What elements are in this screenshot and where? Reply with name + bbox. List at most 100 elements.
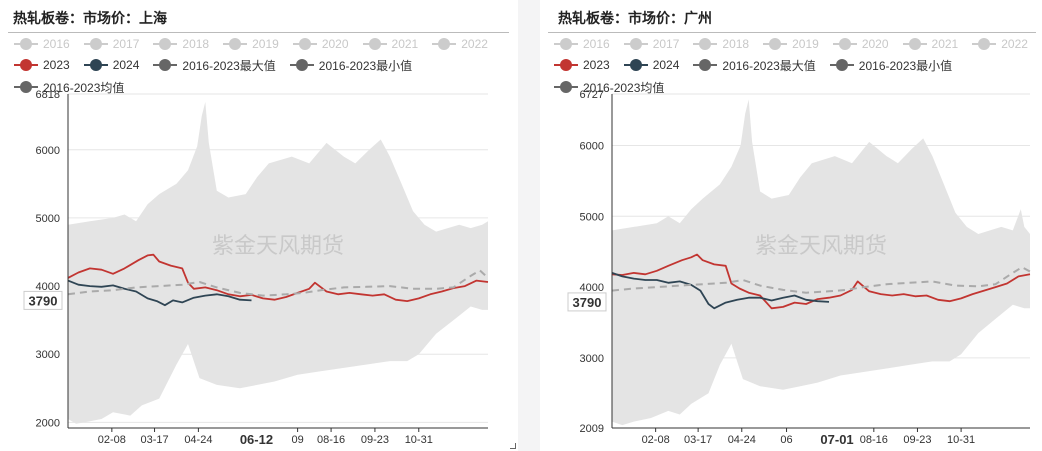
legend-marker-icon — [83, 38, 108, 50]
legend-label: 2017 — [652, 37, 680, 51]
series-line-2023[interactable] — [611, 253, 1031, 310]
chart-panel-shanghai: 热轧板卷：市场价：上海 2016 2017 2018 2019 2020 2021 2022… — [0, 0, 516, 451]
legend-label: 2018 — [722, 37, 750, 51]
legend-label: 2024 — [112, 58, 140, 72]
legend-marker-icon — [693, 59, 718, 71]
legend-item[interactable]: 2020 — [832, 37, 889, 51]
legend-row-years: 2016 2017 2018 2019 2020 2021 2022 — [14, 35, 502, 53]
legend-marker-icon — [902, 38, 927, 50]
legend-item[interactable]: 2016 — [14, 37, 70, 51]
legend-marker-icon — [153, 38, 178, 50]
legend-item[interactable]: 2016-2023最大值 — [153, 57, 276, 74]
legend-row-average: 2016-2023均值 — [554, 78, 678, 96]
legend-item[interactable]: 2016-2023最小值 — [289, 57, 413, 74]
legend-item[interactable]: 2016-2023最大值 — [693, 57, 816, 74]
x-tick-label: 03-17 — [140, 434, 168, 446]
legend-item[interactable]: 2024 — [623, 58, 680, 72]
legend-item[interactable]: 2021 — [362, 37, 418, 51]
legend-marker-icon — [362, 38, 387, 50]
x-tick-label: 04-24 — [184, 434, 212, 446]
x-tick-label: 09-23 — [903, 434, 931, 446]
legend-item[interactable]: 2016-2023均值 — [554, 79, 664, 96]
legend-label: 2023 — [43, 58, 70, 72]
panel-gap — [518, 0, 540, 451]
legend-label: 2022 — [1001, 37, 1028, 51]
legend-row-average: 2016-2023均值 — [14, 78, 138, 96]
legend-label: 2016 — [43, 37, 70, 51]
legend-item[interactable]: 2018 — [693, 37, 749, 51]
series-line-2024[interactable] — [67, 279, 252, 307]
legend-item[interactable]: 2021 — [902, 37, 958, 51]
legend-marker-icon — [623, 38, 648, 50]
legend-item[interactable]: 2017 — [623, 37, 680, 51]
series-line-2023[interactable] — [67, 253, 489, 303]
legend-label: 2020 — [321, 37, 349, 51]
legend-item[interactable]: 2024 — [83, 58, 140, 72]
x-tick-label: 06 — [780, 434, 792, 446]
legend-marker-icon — [289, 59, 314, 71]
legend-marker-icon — [153, 59, 178, 71]
legend-row-series: 2023 2024 2016-2023最大值 2016-2023最小值 — [554, 56, 966, 74]
y-tick-label: 5000 — [36, 213, 60, 225]
legend-label: 2024 — [652, 58, 680, 72]
y-tick-label: 4000 — [580, 282, 604, 294]
legend-label: 2016 — [583, 37, 610, 51]
legend-item[interactable]: 2016-2023均值 — [14, 79, 124, 96]
x-tick-label: 08-16 — [860, 434, 888, 446]
legend-row-series: 2023 2024 2016-2023最大值 2016-2023最小值 — [14, 56, 426, 74]
cursor-date-label: 06-12 — [240, 432, 273, 447]
legend-item[interactable]: 2018 — [153, 37, 209, 51]
line-chart-guangzhou: 紫金天风期货 6727 6000 5000 4000 3000 2009 02-08 03-17… — [567, 89, 1031, 447]
legend-marker-icon — [432, 38, 457, 50]
resize-handle-icon[interactable] — [510, 443, 516, 449]
legend-label: 2019 — [252, 37, 279, 51]
legend-label: 2017 — [112, 37, 140, 51]
legend-marker-icon — [554, 81, 578, 93]
legend-marker-icon — [14, 38, 38, 50]
x-tick-label: 03-17 — [684, 434, 712, 446]
legend-label: 2016-2023均值 — [43, 80, 125, 95]
chart-title: 热轧板卷：市场价：上海 — [13, 11, 167, 27]
legend-row-years: 2016 2017 2018 2019 2020 2021 2022 — [554, 35, 1042, 53]
legend-marker-icon — [763, 38, 788, 50]
range-band — [612, 99, 1030, 426]
series-line-2016-2023均值[interactable] — [611, 266, 1031, 294]
y-tick-label: 5000 — [580, 211, 604, 223]
legend-item[interactable]: 2020 — [292, 37, 349, 51]
legend-label: 2023 — [583, 58, 610, 72]
title-divider — [548, 32, 1036, 33]
legend-marker-icon — [554, 59, 578, 71]
legend-label: 2016-2023最小值 — [318, 58, 413, 73]
legend-marker-icon — [554, 38, 578, 50]
y-tick-label: 2000 — [36, 417, 60, 429]
legend-label: 2016-2023最大值 — [182, 58, 276, 73]
legend-item[interactable]: 2016 — [554, 37, 610, 51]
chart-panel-guangzhou: 热轧板卷：市场价：广州 2016 2017 2018 2019 2020 2021 2022… — [540, 0, 1042, 451]
legend-item[interactable]: 2017 — [83, 37, 140, 51]
legend-item[interactable]: 2016-2023最小值 — [829, 57, 952, 74]
x-tick-label: 08-16 — [317, 434, 345, 446]
legend-item[interactable]: 2019 — [763, 37, 819, 51]
cursor-date-label: 07-01 — [820, 432, 853, 447]
y-tick-label: 2009 — [580, 423, 604, 435]
legend-marker-icon — [623, 59, 648, 71]
legend-label: 2022 — [461, 37, 488, 51]
legend-marker-icon — [292, 38, 317, 50]
y-tick-label: 4000 — [36, 281, 60, 293]
legend-label: 2016-2023最大值 — [722, 58, 816, 73]
x-tick-label: 10-31 — [405, 434, 433, 446]
legend-item[interactable]: 2019 — [223, 37, 279, 51]
legend-item[interactable]: 2023 — [554, 58, 610, 72]
legend-marker-icon — [693, 38, 718, 50]
y-tick-label: 6000 — [580, 140, 604, 152]
series-line-2016-2023均值[interactable] — [67, 269, 489, 297]
legend-item[interactable]: 2022 — [432, 37, 488, 51]
legend-marker-icon — [972, 38, 997, 50]
legend-item[interactable]: 2023 — [14, 58, 70, 72]
watermark: 紫金天风期货 — [212, 234, 344, 259]
legend-item[interactable]: 2022 — [972, 37, 1028, 51]
series-line-2024[interactable] — [611, 272, 830, 310]
legend-label: 2020 — [861, 37, 889, 51]
x-tick-label: 02-08 — [98, 434, 126, 446]
y-tick-label: 6000 — [36, 145, 60, 157]
